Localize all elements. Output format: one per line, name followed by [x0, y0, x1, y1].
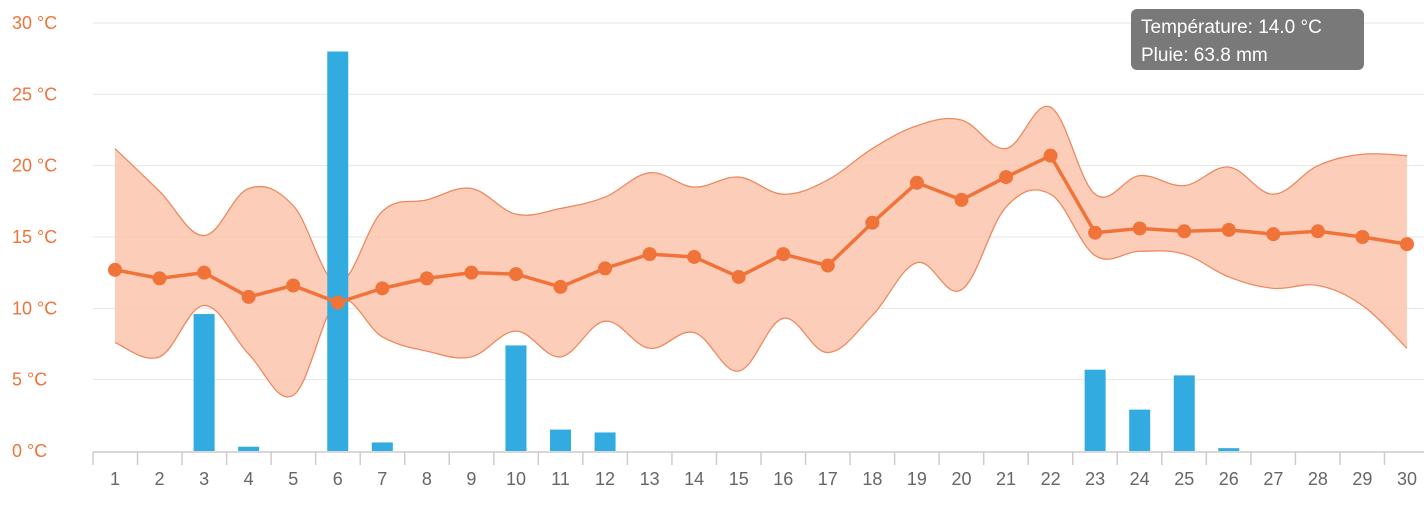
y-tick-label: 10 °C — [12, 298, 57, 318]
y-tick-label: 15 °C — [12, 227, 57, 247]
x-tick-label: 30 — [1397, 469, 1417, 489]
temperature-point[interactable] — [553, 279, 568, 294]
rain-bar — [1173, 375, 1195, 451]
range-layer — [114, 105, 1408, 398]
x-tick-label: 2 — [155, 469, 165, 489]
rain-bar — [1218, 448, 1240, 451]
temperature-line — [114, 153, 1408, 305]
rain-bar — [371, 442, 393, 451]
temperature-point[interactable] — [1177, 224, 1192, 239]
rain-bar — [193, 314, 215, 451]
temperature-point[interactable] — [731, 269, 746, 284]
x-tick-label: 24 — [1130, 469, 1150, 489]
temperature-point[interactable] — [909, 175, 924, 190]
rain-bar — [238, 446, 260, 451]
temperature-point[interactable] — [1355, 230, 1370, 244]
temperature-point[interactable] — [330, 295, 345, 310]
rain-bar — [550, 429, 572, 451]
x-tick-label: 12 — [595, 469, 615, 489]
x-tick-label: 18 — [862, 469, 882, 489]
x-tick-label: 13 — [640, 469, 660, 489]
x-tick-label: 17 — [818, 469, 838, 489]
range-high-line — [114, 105, 1408, 284]
x-tick-label: 27 — [1263, 469, 1283, 489]
temperature-point[interactable] — [820, 258, 835, 273]
temperature-point[interactable] — [598, 261, 613, 276]
x-tick-label: 29 — [1352, 469, 1372, 489]
x-tick-label: 11 — [551, 469, 570, 489]
x-tick-label: 1 — [110, 469, 120, 489]
axis-layer: 0 °C5 °C10 °C15 °C20 °C25 °C30 °C1 2 3 4 5 6 7… — [12, 13, 1424, 489]
temperature-point[interactable] — [152, 271, 167, 286]
x-tick-label: 16 — [773, 469, 793, 489]
temperature-point[interactable] — [1266, 227, 1281, 242]
y-tick-label: 30 °C — [12, 13, 57, 33]
x-tick-label: 25 — [1174, 469, 1194, 489]
x-tick-label: 22 — [1041, 469, 1061, 489]
x-tick-label: 15 — [729, 469, 749, 489]
temperature-point[interactable] — [1310, 224, 1325, 239]
x-tick-label: 26 — [1219, 469, 1239, 489]
temperature-point[interactable] — [1043, 148, 1058, 163]
rain-bar — [594, 432, 616, 451]
temperature-point[interactable] — [1221, 222, 1236, 237]
y-tick-label: 5 °C — [12, 370, 47, 390]
rain-bar — [327, 51, 349, 452]
x-tick-label: 5 — [288, 469, 298, 489]
rain-bar — [1129, 409, 1151, 451]
temperature-point[interactable] — [1400, 237, 1414, 252]
temperature-point[interactable] — [108, 262, 122, 277]
tooltip-box — [1131, 9, 1364, 70]
rain-bar — [505, 345, 527, 451]
temperature-point[interactable] — [464, 265, 479, 280]
temperature-point[interactable] — [508, 267, 523, 282]
temperature-point[interactable] — [197, 265, 212, 280]
x-tick-label: 6 — [333, 469, 343, 489]
x-tick-label: 14 — [684, 469, 704, 489]
range-low-line — [114, 189, 1408, 398]
tooltip-temperature: Température: 14.0 °C — [1141, 17, 1322, 38]
line-layer — [108, 148, 1414, 310]
bar-layer — [193, 51, 1240, 452]
x-tick-label: 23 — [1085, 469, 1105, 489]
temperature-point[interactable] — [999, 170, 1014, 185]
x-tick-label: 7 — [377, 469, 387, 489]
x-tick-label: 10 — [506, 469, 526, 489]
temperature-point[interactable] — [375, 281, 390, 296]
tooltip-rain: Pluie: 63.8 mm — [1141, 45, 1268, 66]
temperature-point[interactable] — [687, 249, 702, 264]
x-tick-label: 8 — [422, 469, 432, 489]
temperature-point[interactable] — [419, 271, 434, 286]
tooltip: Température: 14.0 °C Pluie: 63.8 mm — [1131, 9, 1364, 70]
x-tick-label: 4 — [244, 469, 254, 489]
x-tick-label: 19 — [907, 469, 927, 489]
temperature-point[interactable] — [954, 192, 969, 207]
x-tick-label: 20 — [951, 469, 971, 489]
temperature-point[interactable] — [1088, 225, 1103, 240]
y-tick-label: 20 °C — [12, 156, 57, 176]
temperature-point[interactable] — [776, 247, 791, 262]
y-tick-label: 25 °C — [12, 84, 57, 104]
temperature-point[interactable] — [241, 289, 256, 304]
y-tick-label: 0 °C — [12, 441, 47, 461]
temperature-point[interactable] — [642, 247, 657, 262]
temperature-point[interactable] — [286, 278, 301, 293]
rain-bar — [1084, 369, 1106, 451]
x-tick-label: 21 — [996, 469, 1016, 489]
temperature-point[interactable] — [865, 215, 880, 230]
temperature-range-band — [115, 106, 1407, 397]
x-tick-label: 28 — [1308, 469, 1328, 489]
x-tick-label: 3 — [199, 469, 209, 489]
x-tick-label: 9 — [466, 469, 476, 489]
temperature-point[interactable] — [1132, 221, 1147, 236]
